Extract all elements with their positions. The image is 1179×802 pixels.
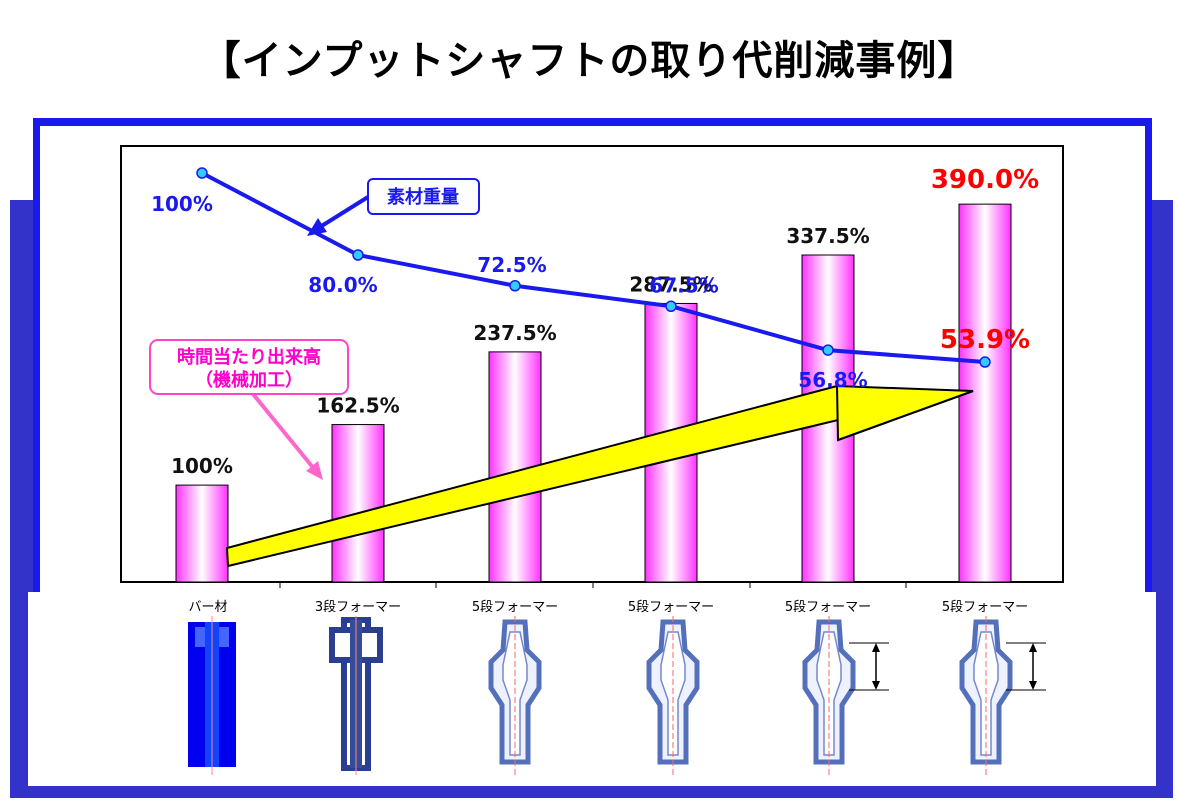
bar-value-label: 100% (171, 454, 233, 478)
throughput-callout-line1: 時間当たり出来高 (177, 346, 321, 368)
growth-arrow-tip (835, 384, 974, 442)
x-axis-ticks (279, 582, 907, 588)
weight-point (196, 167, 208, 179)
weight-point (509, 280, 521, 292)
category-label: 5段フォーマー (472, 600, 558, 615)
line-label-layer: 100% 80.0% 72.5% 67.5% 56.8% 53.9% (151, 192, 1030, 392)
bar-value-label: 162.5% (316, 394, 399, 418)
weight-point (665, 300, 677, 312)
five-stage-former-part-icon (802, 616, 889, 775)
weight-callout: 素材重量 (307, 178, 480, 236)
bar-value-label: 337.5% (786, 224, 869, 248)
five-stage-former-part-icon (488, 616, 542, 775)
page-title: 【インプットシャフトの取り代削減事例】 (200, 38, 979, 84)
weight-value-label: 67.5% (649, 273, 718, 297)
throughput-callout-line2: （機械加工） (195, 369, 303, 391)
weight-value-label: 53.9% (940, 325, 1030, 355)
bar-value-label: 287.5% (629, 272, 712, 296)
bar-label-layer: 100% 162.5% 237.5% 287.5% 337.5% 390.0% (171, 165, 1039, 478)
three-stage-former-part-icon (329, 616, 383, 775)
weight-value-label: 100% (151, 192, 213, 216)
five-stage-former-part-icon (646, 616, 700, 775)
weight-point (822, 344, 834, 356)
weight-value-label: 80.0% (308, 273, 377, 297)
bar (175, 484, 229, 583)
five-stage-former-part-icon (959, 616, 1046, 775)
weight-point (979, 356, 991, 368)
weight-point (352, 249, 364, 261)
bar-stock-part-icon (188, 616, 236, 775)
category-label-layer: バー材 3段フォーマー 5段フォーマー 5段フォーマー 5段フォーマー 5段フォーマー (188, 600, 1028, 615)
category-label: 5段フォーマー (942, 600, 1028, 615)
weight-line (201, 171, 986, 365)
weight-callout-label: 素材重量 (387, 186, 459, 208)
bar (331, 424, 385, 583)
bar-value-label: 237.5% (473, 321, 556, 345)
throughput-callout: 時間当たり出来高 （機械加工） (149, 339, 349, 480)
bar-value-label: 390.0% (931, 165, 1039, 195)
category-label: 3段フォーマー (315, 600, 401, 615)
weight-line-series (196, 167, 991, 368)
category-label: 5段フォーマー (628, 600, 714, 615)
weight-value-label: 56.8% (798, 368, 867, 392)
weight-value-label: 72.5% (477, 253, 546, 277)
part-drawings (188, 616, 1046, 775)
category-label: 5段フォーマー (785, 600, 871, 615)
bar (958, 203, 1012, 583)
category-label: バー材 (188, 600, 227, 615)
